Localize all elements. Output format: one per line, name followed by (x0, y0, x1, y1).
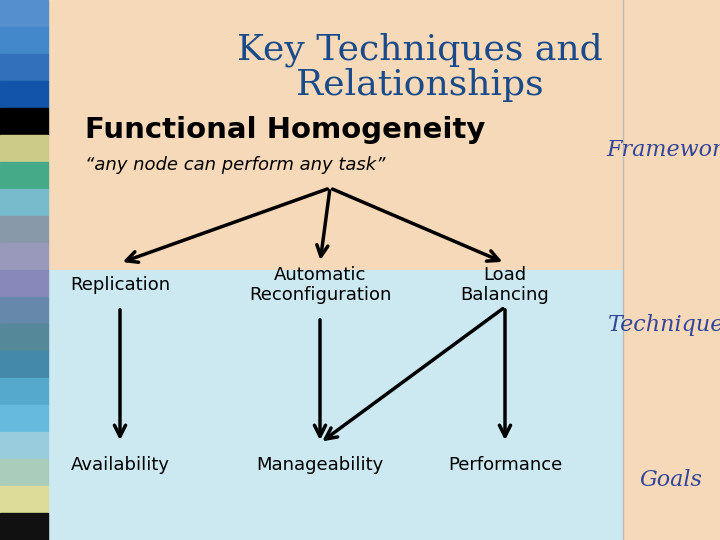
Text: Framework: Framework (606, 139, 720, 161)
Text: Load
Balancing: Load Balancing (461, 266, 549, 305)
Bar (0, 513, 48, 540)
Text: Availability: Availability (71, 456, 169, 474)
Bar (0, 486, 48, 513)
Text: Manageability: Manageability (256, 456, 384, 474)
Bar (0, 459, 48, 486)
Text: Relationships: Relationships (296, 68, 544, 102)
Bar (623, 0, 720, 540)
Bar (0, 108, 48, 135)
Text: Functional Homogeneity: Functional Homogeneity (85, 116, 485, 144)
Bar (0, 162, 48, 189)
Bar (0, 270, 48, 297)
Text: Performance: Performance (448, 456, 562, 474)
Text: Key Techniques and: Key Techniques and (237, 33, 603, 68)
Bar (0, 135, 48, 162)
Bar (48, 270, 623, 540)
Bar (0, 378, 48, 405)
Bar (0, 81, 48, 108)
Bar (0, 54, 48, 81)
Bar (0, 351, 48, 378)
Text: Goals: Goals (640, 469, 703, 491)
Bar (0, 189, 48, 216)
Text: “any node can perform any task”: “any node can perform any task” (85, 156, 385, 174)
Bar (0, 243, 48, 270)
Text: Techniques: Techniques (608, 314, 720, 336)
Bar (0, 432, 48, 459)
Bar (0, 27, 48, 54)
Bar (0, 297, 48, 324)
Bar (48, 0, 623, 270)
Text: Replication: Replication (70, 276, 170, 294)
Bar (0, 0, 48, 27)
Bar (0, 324, 48, 351)
Text: Automatic
Reconfiguration: Automatic Reconfiguration (249, 266, 391, 305)
Bar (0, 216, 48, 243)
Bar (0, 405, 48, 432)
